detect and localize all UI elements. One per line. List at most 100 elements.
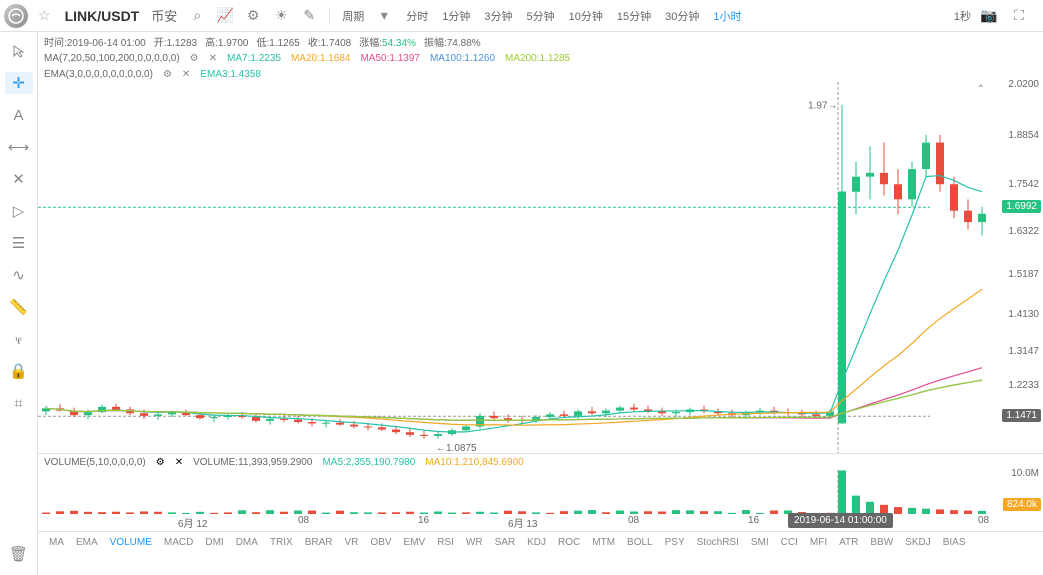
chart-canvas: 1.97→←1.0875 xyxy=(38,82,1043,453)
ema-close-icon[interactable]: ✕ xyxy=(182,69,190,80)
indicator-SKDJ[interactable]: SKDJ xyxy=(900,535,936,550)
brush-icon[interactable]: ⳡ xyxy=(5,328,33,350)
text-icon[interactable]: A xyxy=(5,104,33,126)
search-icon[interactable]: ⌕ xyxy=(185,4,209,28)
indicator-MTM[interactable]: MTM xyxy=(587,535,620,550)
period-1小时[interactable]: 1小时 xyxy=(707,6,747,26)
indicator-BBW[interactable]: BBW xyxy=(865,535,898,550)
price-tick: 1.6322 xyxy=(1006,226,1041,237)
indicator-VR[interactable]: VR xyxy=(340,535,364,550)
crosshair-icon[interactable]: ✛ xyxy=(5,72,33,94)
fib-icon[interactable]: ☰ xyxy=(5,232,33,254)
vol-current: 824.0k xyxy=(1003,498,1041,511)
period-30分钟[interactable]: 30分钟 xyxy=(659,6,705,26)
indicator-StochRSI[interactable]: StochRSI xyxy=(692,535,744,550)
tools-icon[interactable]: ✕ xyxy=(5,168,33,190)
ema-gear-icon[interactable]: ⚙ xyxy=(163,69,172,80)
period-分时[interactable]: 分时 xyxy=(400,6,434,26)
time-tick: 08 xyxy=(628,515,639,526)
indicator-OBV[interactable]: OBV xyxy=(365,535,396,550)
time-tick: 08 xyxy=(298,515,309,526)
indicator-BIAS[interactable]: BIAS xyxy=(938,535,971,550)
period-15分钟[interactable]: 15分钟 xyxy=(611,6,657,26)
ruler-icon[interactable]: 📏 xyxy=(5,296,33,318)
drawing-toolbar: ✛ A ⟷ ✕ ▷ ☰ ∿ 📏 ⳡ 🔒 ⌗ 🗑 xyxy=(0,32,38,575)
star-icon[interactable]: ☆ xyxy=(32,7,57,24)
ohlc-info: 时间:2019-06-14 01:00 开:1.1283 高:1.9700 低:… xyxy=(38,32,1043,50)
collapse-icon[interactable]: ⌃ xyxy=(977,84,985,95)
period-10分钟[interactable]: 10分钟 xyxy=(563,6,609,26)
volume-canvas xyxy=(38,470,1043,514)
indicator-EMA[interactable]: EMA xyxy=(71,535,103,550)
price-tick: 1.2233 xyxy=(1006,380,1041,391)
indicator-DMA[interactable]: DMA xyxy=(231,535,263,550)
svg-text:←1.0875: ←1.0875 xyxy=(436,443,477,453)
pitchfork-icon[interactable]: ⌗ xyxy=(5,392,33,414)
indicator-BRAR[interactable]: BRAR xyxy=(300,535,338,550)
vol-ytick: 10.0M xyxy=(1009,468,1041,479)
time-tick: 08 xyxy=(978,515,989,526)
price-tick: 1.4130 xyxy=(1006,309,1041,320)
price-tick: 1.5187 xyxy=(1006,269,1041,280)
indicator-bar: MAEMAVOLUMEMACDDMIDMATRIXBRARVROBVEMVRSI… xyxy=(38,531,1043,553)
indicator-ROC[interactable]: ROC xyxy=(553,535,585,550)
refresh-interval[interactable]: 1秒 xyxy=(954,8,971,24)
hline-icon[interactable]: ⟷ xyxy=(5,136,33,158)
price-tick: 1.1471 xyxy=(1002,409,1041,422)
ma-gear-icon[interactable]: ⚙ xyxy=(190,53,199,64)
indicator-PSY[interactable]: PSY xyxy=(660,535,690,550)
time-tick: 16 xyxy=(418,515,429,526)
pencil-icon[interactable]: ✎ xyxy=(297,4,321,28)
indicator-SAR[interactable]: SAR xyxy=(490,535,521,550)
ma-close-icon[interactable]: ✕ xyxy=(209,53,217,64)
time-tick: 6月 12 xyxy=(178,515,207,530)
chevron-down-icon[interactable]: ▾ xyxy=(372,4,396,28)
indicator-WR[interactable]: WR xyxy=(461,535,488,550)
volume-panel: VOLUME(5,10,0,0,0,0) ⚙ ✕ VOLUME:11,393,9… xyxy=(38,453,1043,513)
price-tick: 1.3147 xyxy=(1006,346,1041,357)
indicator-RSI[interactable]: RSI xyxy=(432,535,459,550)
period-label: 周期 xyxy=(338,8,368,24)
wave-icon[interactable]: ∿ xyxy=(5,264,33,286)
main-area: 时间:2019-06-14 01:00 开:1.1283 高:1.9700 低:… xyxy=(38,32,1043,553)
theme-icon[interactable]: ☀ xyxy=(269,4,293,28)
indicator-BOLL[interactable]: BOLL xyxy=(622,535,658,550)
indicator-SMI[interactable]: SMI xyxy=(746,535,774,550)
indicator-KDJ[interactable]: KDJ xyxy=(522,535,551,550)
price-axis: 2.02001.88541.75421.69921.63221.51871.41… xyxy=(987,82,1043,453)
indicator-MACD[interactable]: MACD xyxy=(159,535,198,550)
price-tick: 2.0200 xyxy=(1006,79,1041,90)
vol-gear-icon[interactable]: ⚙ xyxy=(156,457,165,468)
period-5分钟[interactable]: 5分钟 xyxy=(521,6,561,26)
indicator-EMV[interactable]: EMV xyxy=(399,535,431,550)
chart-icon[interactable]: 📈 xyxy=(213,4,237,28)
vol-close-icon[interactable]: ✕ xyxy=(175,457,183,468)
trash-icon[interactable]: 🗑 xyxy=(5,543,33,565)
lock-icon[interactable]: 🔒 xyxy=(5,360,33,382)
indicator-VOLUME[interactable]: VOLUME xyxy=(105,535,157,550)
top-toolbar: ☆ LINK/USDT 币安 ⌕ 📈 ⚙ ☀ ✎ 周期 ▾ 分时1分钟3分钟5分… xyxy=(0,0,1043,32)
indicator-TRIX[interactable]: TRIX xyxy=(265,535,298,550)
pair-symbol[interactable]: LINK/USDT xyxy=(61,8,144,24)
price-tick: 1.7542 xyxy=(1006,179,1041,190)
fullscreen-icon[interactable]: ⛶ xyxy=(1007,4,1031,28)
cursor-icon[interactable] xyxy=(5,40,33,62)
period-1分钟[interactable]: 1分钟 xyxy=(436,6,476,26)
indicator-MA[interactable]: MA xyxy=(44,535,69,550)
price-chart[interactable]: ⌃ 1.97→←1.0875 2.02001.88541.75421.69921… xyxy=(38,82,1043,453)
indicator-MFI[interactable]: MFI xyxy=(805,535,832,550)
period-tabs: 分时1分钟3分钟5分钟10分钟15分钟30分钟1小时 xyxy=(400,6,747,26)
separator xyxy=(329,7,330,25)
indicator-ATR[interactable]: ATR xyxy=(834,535,863,550)
period-3分钟[interactable]: 3分钟 xyxy=(478,6,518,26)
time-tick: 16 xyxy=(748,515,759,526)
exchange-name: 币安 xyxy=(147,6,181,25)
logo-icon[interactable] xyxy=(4,4,28,28)
ema-info: EMA(3,0,0,0,0,0,0,0,0,0) ⚙ ✕ EMA3:1.4358 xyxy=(38,66,1043,82)
indicator-CCI[interactable]: CCI xyxy=(776,535,803,550)
gear-icon[interactable]: ⚙ xyxy=(241,4,265,28)
triangle-icon[interactable]: ▷ xyxy=(5,200,33,222)
price-tick: 1.6992 xyxy=(1002,200,1041,213)
indicator-DMI[interactable]: DMI xyxy=(200,535,228,550)
camera-icon[interactable]: 📷 xyxy=(977,4,1001,28)
